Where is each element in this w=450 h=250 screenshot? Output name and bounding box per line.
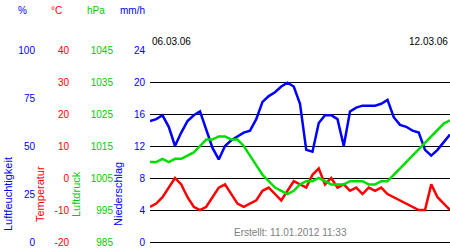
- svg-text:16: 16: [134, 109, 146, 120]
- svg-text:20: 20: [58, 109, 70, 120]
- svg-text:50: 50: [24, 141, 36, 152]
- svg-text:Erstellt: 11.01.2012 11:33: Erstellt: 11.01.2012 11:33: [234, 227, 347, 238]
- svg-text:0: 0: [139, 237, 145, 248]
- svg-text:1015: 1015: [91, 141, 114, 152]
- svg-text:100: 100: [18, 45, 35, 56]
- svg-text:1045: 1045: [91, 45, 114, 56]
- svg-text:1025: 1025: [91, 109, 114, 120]
- svg-text:%: %: [18, 5, 27, 16]
- svg-text:25: 25: [24, 189, 36, 200]
- svg-text:30: 30: [58, 77, 70, 88]
- svg-text:0: 0: [63, 173, 69, 184]
- svg-text:-10: -10: [55, 205, 70, 216]
- svg-text:06.03.06: 06.03.06: [152, 36, 191, 47]
- svg-text:4: 4: [139, 205, 145, 216]
- svg-text:995: 995: [96, 205, 113, 216]
- svg-text:mm/h: mm/h: [120, 5, 145, 16]
- svg-text:985: 985: [96, 237, 113, 248]
- svg-text:-20: -20: [55, 237, 70, 248]
- svg-text:40: 40: [58, 45, 70, 56]
- svg-text:12: 12: [134, 141, 146, 152]
- svg-text:20: 20: [134, 77, 146, 88]
- svg-text:hPa: hPa: [87, 5, 105, 16]
- svg-text:8: 8: [139, 173, 145, 184]
- svg-text:10: 10: [58, 141, 70, 152]
- svg-text:0: 0: [29, 237, 35, 248]
- svg-text:Niederschlag: Niederschlag: [112, 162, 124, 226]
- svg-text:75: 75: [24, 93, 36, 104]
- svg-text:Temperatur: Temperatur: [34, 166, 46, 222]
- svg-text:Luftfeuchtigkeit: Luftfeuchtigkeit: [2, 157, 14, 231]
- svg-text:Luftdruck: Luftdruck: [70, 171, 82, 217]
- svg-text:1005: 1005: [91, 173, 114, 184]
- svg-text:°C: °C: [51, 5, 62, 16]
- svg-text:24: 24: [134, 45, 146, 56]
- svg-text:12.03.06: 12.03.06: [409, 36, 448, 47]
- svg-text:1035: 1035: [91, 77, 114, 88]
